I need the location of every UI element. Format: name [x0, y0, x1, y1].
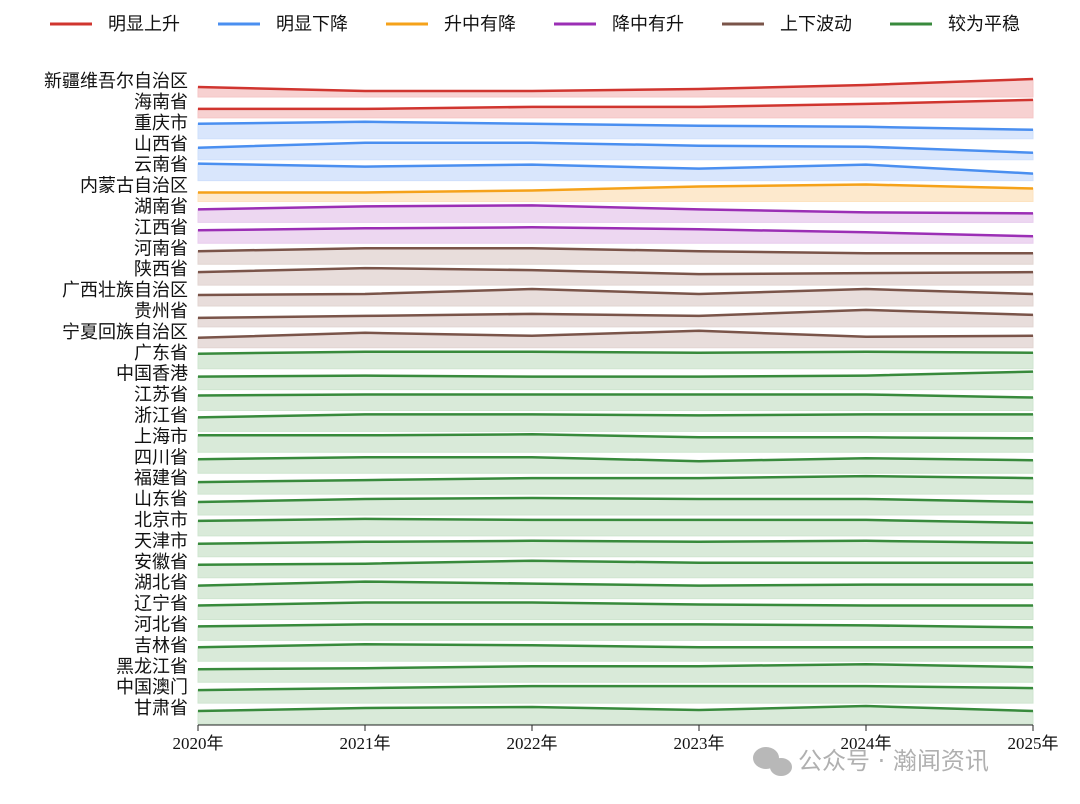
row-label: 江西省 — [134, 217, 188, 237]
ridge-area — [197, 267, 1034, 286]
ridge-line — [197, 226, 1034, 238]
legend-label: 明显下降 — [276, 14, 348, 35]
ridge-line — [198, 98, 1034, 111]
row-label: 北京市 — [134, 510, 188, 530]
ridge-line — [197, 496, 1034, 504]
ridge-line — [197, 623, 1034, 629]
row-label: 广东省 — [134, 343, 188, 363]
x-tick-label: 2021年 — [340, 734, 391, 753]
row-label: 四川省 — [134, 447, 188, 467]
row-label: 湖北省 — [134, 573, 188, 593]
ridge-line — [197, 643, 1033, 649]
watermark-icon — [753, 747, 792, 776]
ridge-area — [197, 78, 1034, 98]
ridge-line — [198, 183, 1034, 194]
ridge-line — [197, 266, 1034, 276]
row-label: 辽宁省 — [134, 594, 188, 614]
row-label: 山西省 — [134, 134, 188, 154]
ridge-line — [197, 601, 1033, 607]
row-label: 河南省 — [134, 238, 188, 258]
x-tick-label: 2020年 — [173, 734, 224, 753]
row-label: 吉林省 — [134, 635, 188, 655]
ridge-line — [197, 246, 1033, 255]
row-label: 陕西省 — [134, 259, 188, 279]
row-label: 湖南省 — [134, 197, 188, 217]
ridge-line — [197, 350, 1034, 355]
row-label: 安徽省 — [134, 552, 188, 572]
ridge-line — [197, 539, 1034, 546]
ridge-line — [197, 684, 1034, 692]
ridge-line — [197, 559, 1033, 566]
row-label: 贵州省 — [134, 301, 188, 321]
ridge-area — [197, 394, 1034, 411]
row-label: 河北省 — [134, 615, 188, 635]
ridge-line — [197, 329, 1034, 340]
ridge-line — [197, 455, 1034, 463]
row-label: 江苏省 — [134, 385, 188, 405]
legend-label: 上下波动 — [780, 14, 852, 35]
ridge-line — [197, 580, 1033, 587]
ridge-line — [197, 704, 1034, 713]
x-tick-label: 2025年 — [1008, 734, 1059, 753]
row-label: 云南省 — [134, 155, 188, 175]
row-label: 宁夏回族自治区 — [62, 322, 188, 342]
row-label: 海南省 — [134, 92, 188, 112]
ridge-line — [197, 287, 1034, 297]
ridge-line — [197, 517, 1034, 525]
ridge-line — [198, 433, 1034, 440]
legend-label: 明显上升 — [108, 14, 180, 35]
row-label: 广西壮族自治区 — [62, 280, 188, 300]
x-tick-label: 2023年 — [674, 734, 725, 753]
row-label: 浙江省 — [134, 406, 188, 426]
ridge-line — [197, 308, 1034, 320]
legend-label: 较为平稳 — [948, 14, 1020, 35]
ridge-line — [197, 413, 1033, 419]
ridge-line — [197, 162, 1034, 175]
ridge-line — [197, 204, 1034, 215]
row-label: 重庆市 — [134, 113, 188, 133]
row-label: 甘肃省 — [134, 698, 188, 718]
ridge-line — [197, 120, 1034, 132]
ridge-area — [197, 309, 1034, 328]
row-label: 中国澳门 — [116, 677, 188, 697]
row-label: 天津市 — [134, 531, 188, 551]
ridge-line — [197, 77, 1034, 93]
row-label: 福建省 — [134, 468, 188, 488]
legend-label: 升中有降 — [444, 14, 516, 35]
row-label: 内蒙古自治区 — [80, 176, 188, 196]
ridge-area — [197, 351, 1034, 370]
ridge-line — [197, 662, 1034, 671]
watermark: 公众号 · 瀚闻资讯 — [798, 747, 989, 775]
row-label: 黑龙江省 — [116, 656, 188, 676]
ridge-line — [197, 370, 1034, 378]
ridge-line — [197, 474, 1034, 484]
ridge-line — [197, 141, 1034, 154]
ridge-line — [197, 393, 1034, 399]
row-label: 上海市 — [134, 426, 188, 446]
row-label: 中国香港 — [116, 364, 188, 384]
x-tick-label: 2022年 — [507, 734, 558, 753]
ridge-area — [197, 413, 1034, 432]
x-tick-label: 2024年 — [841, 734, 892, 753]
row-label: 山东省 — [134, 489, 188, 509]
legend-label: 降中有升 — [612, 14, 684, 35]
row-label: 新疆维吾尔自治区 — [44, 71, 188, 91]
